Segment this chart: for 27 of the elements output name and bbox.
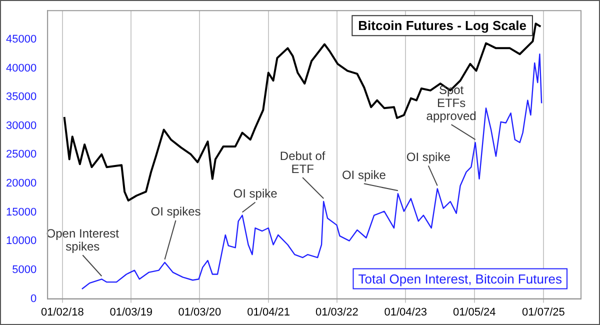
y-tick-label: 5000 [12,264,37,276]
x-tick-label: 01/07/25 [522,306,565,318]
annotation: Debut of ETF [280,148,326,176]
y-tick-label: 0 [30,292,37,305]
annotation: OI spike [406,150,451,164]
text: Total Open Interest, Bitcoin Futures [358,271,562,286]
x-tick-label: 01/04/23 [384,306,428,318]
annotation: Spot ETFs approved [426,82,476,123]
x-tick-label: 01/03/19 [110,306,153,318]
y-tick-label: 25000 [6,148,37,161]
x-tick-label: 01/04/21 [247,306,290,318]
x-tick-label: 01/03/22 [316,306,358,318]
x-tick-label: 01/05/24 [452,306,496,318]
y-tick-label: 20000 [6,178,37,190]
x-tick-label: 01/02/18 [41,306,84,318]
annotation: OI spike [342,168,386,182]
annotation: Open Interest spikes [46,226,120,254]
y-tick-label: 45000 [6,33,37,46]
y-tick-label: 35000 [6,91,37,104]
y-tick-label: 30000 [6,120,37,132]
annotation: OI spikes [150,204,201,219]
annotation: OI spike [233,186,278,201]
x-tick-label: 01/03/20 [178,306,222,318]
y-tick-label: 10000 [6,235,37,248]
y-tick-label: 15000 [6,206,37,218]
y-tick-label: 40000 [6,62,37,74]
text: Bitcoin Futures - Log Scale [358,18,526,34]
